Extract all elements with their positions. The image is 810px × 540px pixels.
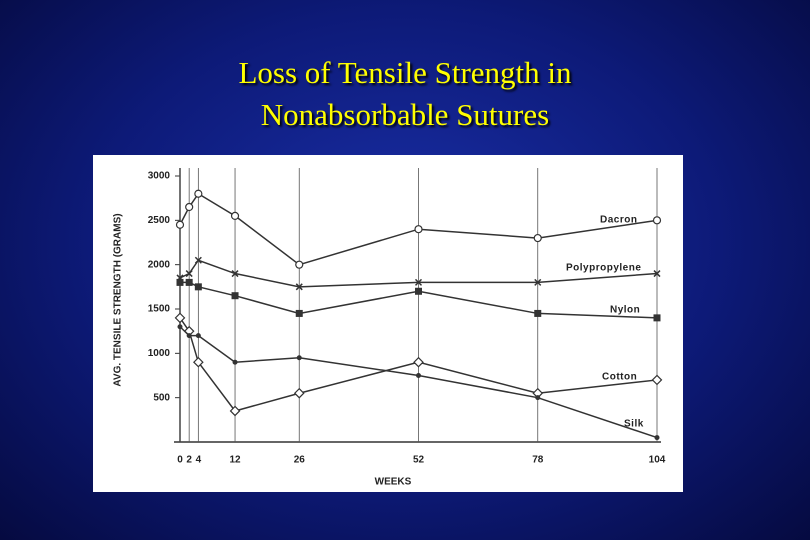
point [230,211,240,220]
point [174,312,186,324]
x-tick-label: 26 [294,455,306,466]
x-tick-label: 0 [177,455,183,466]
y-axis-label: AVG. TENSILE STRENGTH (GRAMS) [113,213,124,386]
point [231,292,239,300]
point [413,356,424,368]
point [415,287,422,295]
y-tick-label: 2500 [148,215,171,226]
point [229,405,241,417]
point [534,278,542,286]
point [176,278,184,286]
point [293,387,305,399]
point [194,256,202,264]
point [651,374,663,386]
x-tick-label: 104 [649,455,666,466]
slide-title: Loss of Tensile Strength in Nonabsorbabl… [0,52,810,136]
point [295,309,303,317]
point [654,435,660,441]
series-label: Cotton [602,372,637,383]
x-tick-label: 2 [186,455,192,466]
x-axis-label: WEEKS [375,477,412,488]
series-label: Nylon [610,305,640,316]
x-tick-label: 4 [196,455,202,466]
point [194,189,203,198]
point [194,283,202,291]
point [295,260,304,269]
point [195,333,201,339]
point [231,270,239,278]
y-tick-label: 2000 [148,259,171,270]
y-tick-label: 500 [153,392,170,403]
point [185,278,193,286]
point [414,225,423,234]
point [296,355,302,361]
point [232,359,238,365]
point [177,324,183,330]
point [652,216,662,225]
point [175,220,185,229]
point [653,314,661,322]
point [185,270,193,278]
chart-panel [93,155,683,492]
x-tick-label: 78 [532,455,544,466]
point [414,278,423,286]
series-label: Silk [624,419,644,430]
y-tick-label: 1500 [148,304,171,315]
point [534,309,542,317]
point [535,395,541,401]
title-line: Nonabsorbable Sutures [260,97,550,132]
point [653,270,661,278]
point [533,233,542,243]
point [192,356,204,368]
x-tick-label: 12 [229,455,241,466]
x-tick-label: 52 [413,455,425,466]
point [185,202,194,212]
y-tick-label: 3000 [148,171,171,182]
point [295,283,303,291]
y-tick-label: 1000 [148,348,171,359]
series-label: Dacron [600,215,637,226]
title-line: Loss of Tensile Strength in [238,55,572,90]
point [416,373,421,378]
series-label: Polypropylene [566,263,641,274]
point [186,333,192,339]
